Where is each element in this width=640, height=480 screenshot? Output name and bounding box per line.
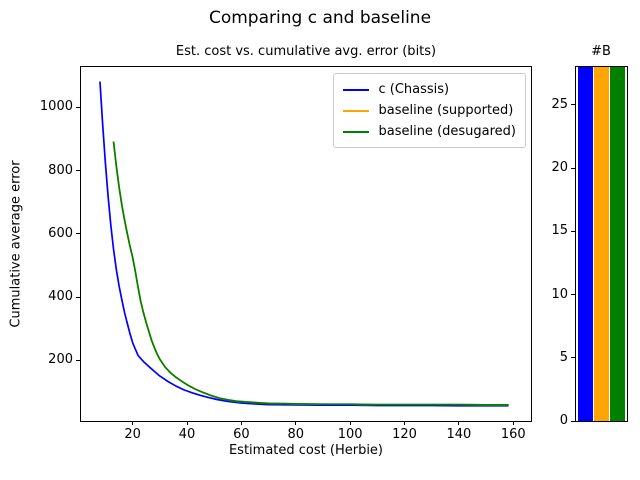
legend-line-swatch (343, 130, 370, 133)
bar-c-chassis (578, 67, 593, 421)
x-tick-label: 80 (287, 427, 305, 442)
y-tick-mark (571, 294, 575, 296)
y-tick-label: 5 (559, 349, 568, 365)
x-tick-mark (240, 421, 242, 425)
y-tick-mark (571, 104, 575, 106)
y-tick-label: 15 (551, 223, 568, 239)
y-tick-mark (571, 230, 575, 232)
y-tick-label: 800 (48, 162, 73, 178)
x-tick-label: 40 (178, 427, 196, 442)
x-tick-label: 120 (392, 427, 417, 442)
x-tick-mark (295, 421, 297, 425)
y-tick-mark (571, 167, 575, 169)
x-tick-label: 160 (500, 427, 526, 442)
y-tick-label: 600 (48, 225, 73, 241)
y-tick-mark (76, 359, 80, 361)
series-line-baseline-supported (112, 141, 509, 406)
x-tick-label: 60 (233, 427, 250, 442)
legend-entry-label: baseline (desugared) (378, 124, 516, 139)
x-tick-label: 140 (446, 427, 472, 442)
line-chart-title: Est. cost vs. cumulative avg. error (bit… (175, 44, 437, 59)
bar-chart-plot-area: 0 5 10 15 20 25 (551, 66, 628, 428)
x-tick-mark (404, 421, 406, 425)
x-tick-mark (349, 421, 351, 425)
line-chart-y-axis-label: Cumulative average error (8, 160, 24, 328)
y-tick-label: 20 (551, 160, 568, 176)
y-tick-mark (571, 357, 575, 359)
legend-line-swatch (343, 109, 370, 112)
legend-entry-label: c (Chassis) (378, 82, 450, 97)
y-tick-mark (76, 170, 80, 172)
y-tick-label: 25 (551, 96, 568, 112)
legend: c (Chassis) baseline (supported) baseline … (333, 73, 526, 148)
legend-line-swatch (343, 88, 370, 91)
legend-entry-baseline-desugared: baseline (desugared) (343, 121, 516, 142)
y-tick-label: 1000 (39, 99, 73, 115)
y-tick-label: 0 (559, 413, 568, 428)
x-tick-mark (132, 421, 134, 425)
y-tick-mark (76, 233, 80, 235)
y-tick-mark (571, 420, 575, 422)
figure-title: Comparing c and baseline (208, 8, 432, 28)
x-tick-mark (186, 421, 188, 425)
line-chart-plot-area: c (Chassis) baseline (supported) baseline … (40, 66, 532, 442)
x-tick-label: 20 (124, 427, 141, 442)
line-chart-series-svg (99, 81, 509, 407)
bar-baseline-desugared (610, 67, 625, 421)
legend-entry-c-chassis: c (Chassis) (343, 79, 516, 100)
x-tick-mark (512, 421, 514, 425)
bar-chart-title: #B (591, 44, 611, 59)
x-tick-mark (458, 421, 460, 425)
y-tick-label: 10 (551, 286, 568, 302)
series-line-c-chassis (99, 81, 509, 407)
line-chart-x-axis-label: Estimated cost (Herbie) (228, 443, 384, 458)
series-line-baseline-desugared (112, 141, 509, 406)
x-tick-label: 100 (337, 427, 363, 442)
y-tick-mark (76, 296, 80, 298)
y-tick-mark (76, 106, 80, 108)
bar-baseline-supported (594, 67, 609, 421)
legend-entry-label: baseline (supported) (378, 103, 514, 118)
y-tick-label: 400 (48, 289, 73, 305)
y-tick-label: 200 (48, 352, 73, 368)
legend-entry-baseline-supported: baseline (supported) (343, 100, 516, 121)
